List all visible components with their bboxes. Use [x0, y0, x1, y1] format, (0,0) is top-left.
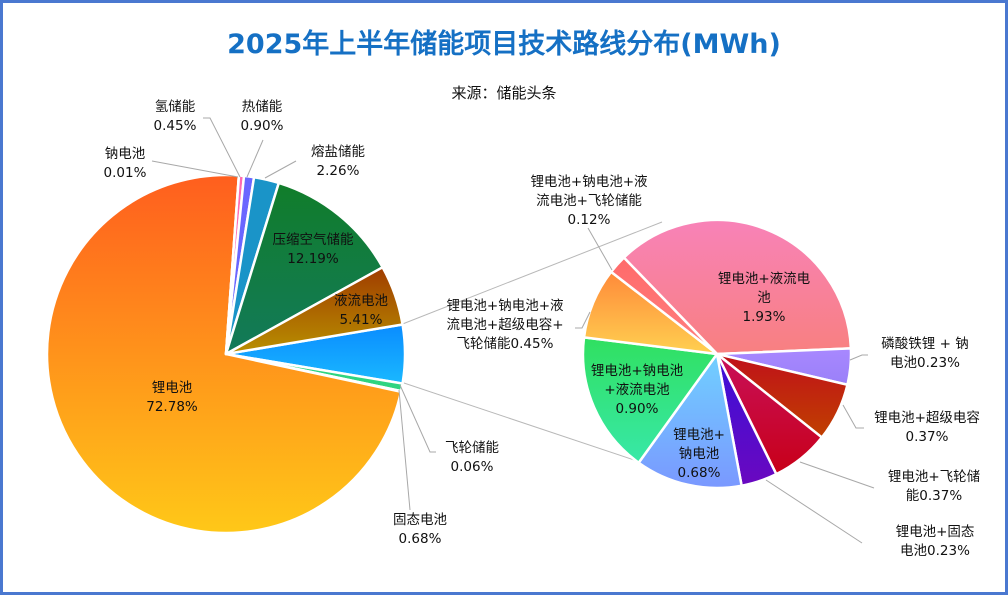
leader-line-0-12 [587, 227, 613, 271]
secondary-slice-5 [637, 352, 743, 490]
leader-line-li-flywheel [799, 461, 875, 489]
label-compressed-air: 压缩空气储能 12.19% [272, 232, 354, 267]
secondary-pie [581, 218, 853, 490]
primary-slice-3 [45, 173, 403, 535]
secondary-slice-6 [581, 336, 719, 464]
label-solid-state: 固态电池 0.68% [393, 512, 447, 547]
chart-source: 来源：储能头条 [451, 84, 557, 102]
label-li-na-flow-flywheel: 锂电池+钠电池+液 流电池+飞轮储能 0.12% [530, 174, 648, 228]
leader-line-lfp-sodium [849, 354, 868, 361]
leader-line-sodium [151, 160, 239, 178]
label-li-flywheel: 锂电池+飞轮储 能0.37% [887, 469, 981, 504]
label-li-solid: 锂电池+固态 电池0.23% [895, 524, 975, 559]
label-thermal: 热储能 0.90% [240, 99, 284, 134]
primary-slice-9 [224, 266, 404, 356]
leader-line-hydrogen [203, 117, 241, 178]
label-hydrogen: 氢储能 0.45% [153, 99, 197, 134]
leader-line-flywheel [399, 384, 436, 453]
connector-line-upper [399, 221, 663, 326]
label-li-flow: 锂电池+液流电池 1.93% [717, 271, 811, 325]
label-molten-salt: 熔盐储能 2.26% [311, 144, 365, 179]
leader-line-molten-salt [264, 160, 297, 179]
secondary-slice-8 [609, 256, 719, 356]
label-flow-battery: 液流电池 5.41% [334, 293, 388, 328]
leader-line-solid-state [398, 389, 411, 511]
leader-line-0-45 [575, 311, 591, 329]
leader-line-thermal [246, 139, 264, 178]
connector-line-lower [397, 380, 653, 467]
label-li-na-flow: 锂电池+钠电池 +液流电池 0.90% [590, 363, 684, 417]
leader-line-li-solid [765, 479, 863, 544]
primary-slice-8 [224, 181, 384, 356]
label-li-na-flow-supercap-flywheel: 锂电池+钠电池+液 流电池+超级电容+ 飞轮储能0.45% [446, 298, 564, 352]
secondary-slice-0 [622, 218, 853, 356]
label-lithium: 锂电池 72.78% [146, 380, 198, 415]
label-li-na: 锂电池+ 钠电池 0.68% [673, 427, 725, 481]
label-sodium: 钠电池 0.01% [103, 146, 147, 181]
chart-title: 2025年上半年储能项目技术路线分布(MWh) [227, 29, 781, 60]
label-li-supercap: 锂电池+超级电容 0.37% [874, 410, 980, 445]
leader-line-supercap [842, 404, 864, 429]
label-flywheel: 飞轮储能 0.06% [445, 440, 499, 475]
primary-pie [45, 173, 407, 535]
label-lfp-sodium: 磷酸铁锂 + 钠电池0.23% [881, 336, 969, 371]
